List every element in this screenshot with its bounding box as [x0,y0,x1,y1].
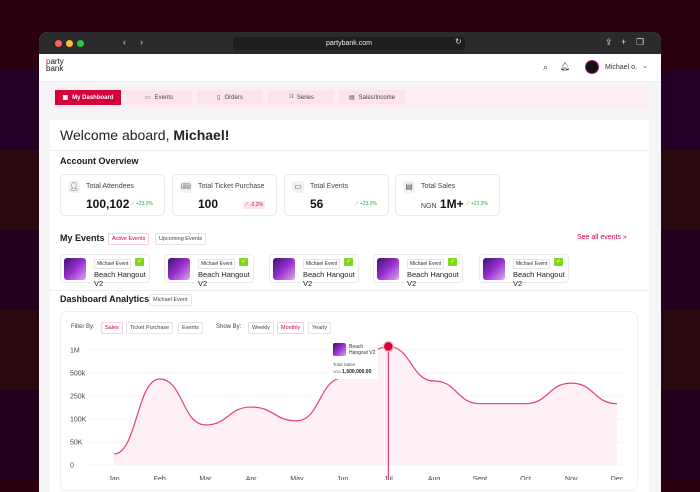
y-tick-label: 100K [70,417,87,424]
x-tick-label: Aug [428,476,441,480]
tooltip-thumbnail [333,343,346,356]
x-tick-label: May [290,476,304,480]
y-tick-label: 250k [70,394,86,401]
x-tick-label: Jan [108,476,119,480]
y-tick-label: 0 [70,463,74,470]
x-tick-label: Apr [246,476,258,480]
y-tick-label: 50K [70,440,83,447]
x-tick-label: Jun [337,476,348,480]
x-tick-label: Dec [611,476,624,480]
x-tick-label: Nov [565,476,578,480]
x-tick-label: Mar [199,476,212,480]
tooltip-label: Total Sales [333,362,355,367]
chart-tooltip: Beach Hangout V2 Total Sales NGN 1,500,0… [330,341,378,379]
x-tick-label: Feb [154,476,166,480]
y-tick-label: 1M [70,348,80,355]
tooltip-value: NGN 1,500,000.00 [333,369,371,375]
highlight-point [383,342,393,352]
x-tick-label: Oct [520,476,531,480]
x-tick-label: Sept [473,476,487,480]
sales-chart: 050K100K250k500k1MJanFebMarAprMayJunJulA… [0,0,700,480]
y-tick-label: 500k [70,371,86,378]
tooltip-event: Beach Hangout V2 [349,344,377,356]
